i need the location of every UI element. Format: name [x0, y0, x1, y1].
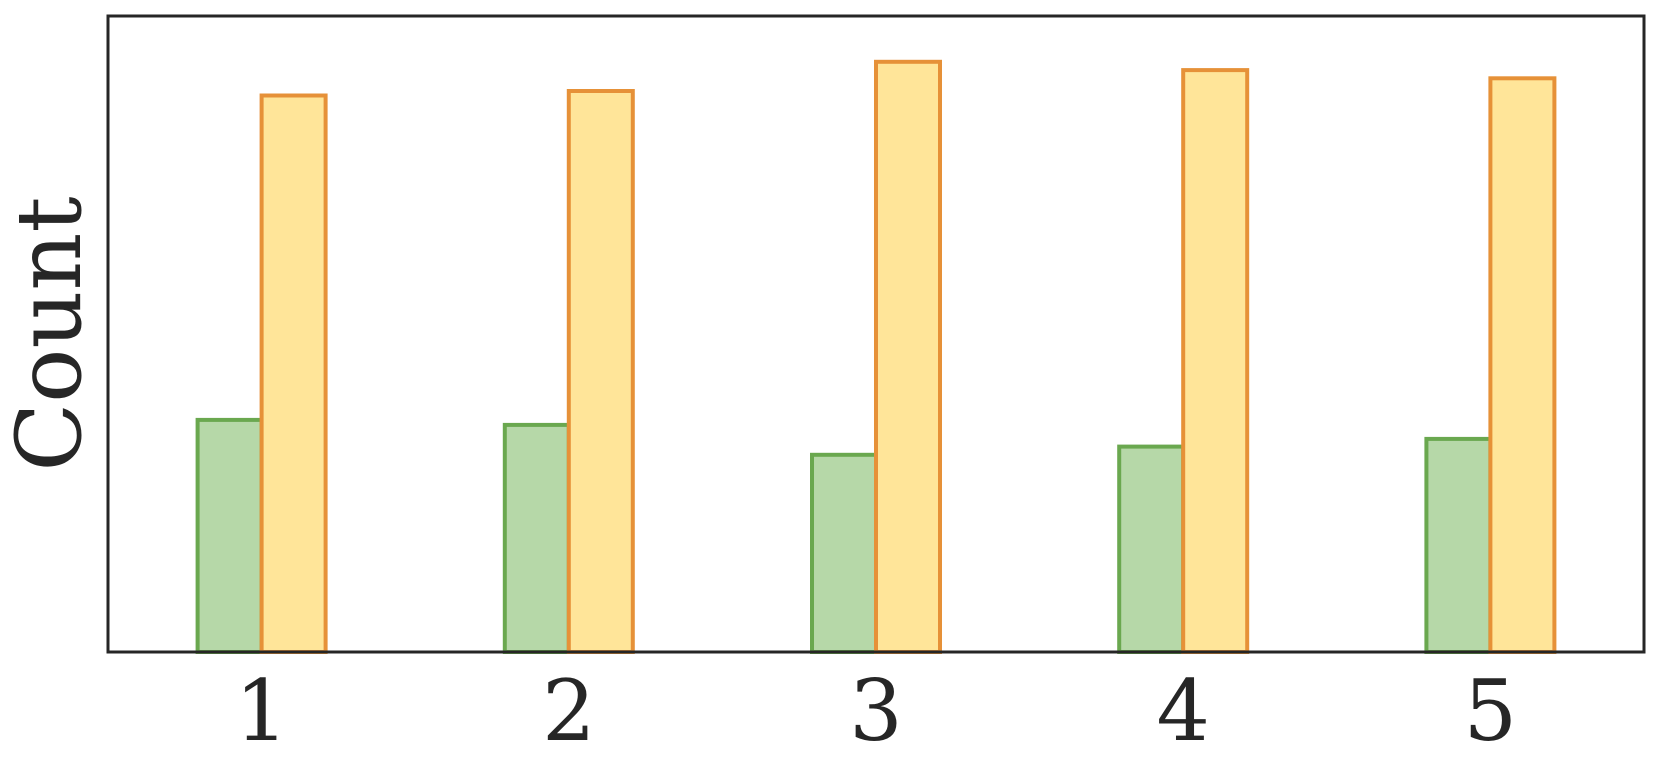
y-axis-label: Count — [0, 196, 102, 471]
bar-series2-cat5 — [1488, 76, 1557, 655]
x-tick-label-2: 2 — [542, 662, 595, 760]
bar-series2-cat1 — [259, 93, 328, 654]
bar-series2-cat3 — [874, 59, 942, 655]
bar-series1-cat5 — [1424, 436, 1493, 654]
bar-series2-cat2 — [566, 89, 635, 654]
x-tick-label-5: 5 — [1464, 662, 1517, 760]
plot-frame — [106, 14, 1646, 654]
x-tick-labels: 1 2 3 4 5 — [235, 662, 1517, 760]
x-tick-label-1: 1 — [235, 662, 288, 760]
x-tick-label-4: 4 — [1156, 662, 1209, 760]
bar-series1-cat4 — [1117, 444, 1186, 654]
bar-series1-cat1 — [195, 417, 264, 654]
x-tick-label-3: 3 — [849, 662, 902, 760]
bars-group — [195, 59, 1557, 655]
bar-series2-cat4 — [1181, 68, 1250, 655]
bar-series1-cat3 — [810, 452, 878, 654]
bar-series1-cat2 — [502, 422, 571, 654]
